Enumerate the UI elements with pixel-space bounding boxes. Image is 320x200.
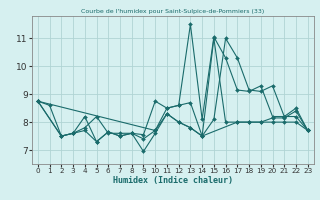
Title: Courbe de l'humidex pour Saint-Sulpice-de-Pommiers (33): Courbe de l'humidex pour Saint-Sulpice-d… — [81, 9, 264, 14]
X-axis label: Humidex (Indice chaleur): Humidex (Indice chaleur) — [113, 176, 233, 185]
